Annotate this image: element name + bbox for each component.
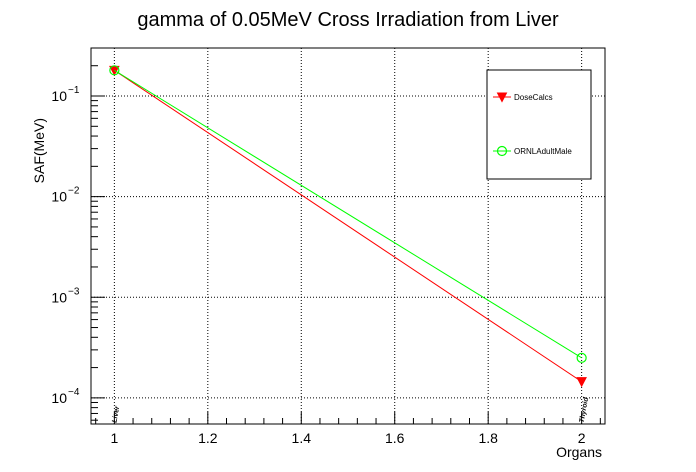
y-tick-label: 10: [51, 88, 67, 104]
plot-frame: [90, 47, 606, 425]
legend-label: ORNLAdultMale: [514, 147, 572, 156]
series-line: [114, 69, 582, 383]
x-tick-label: 1.8: [478, 430, 498, 446]
x-tick-label: 1: [110, 430, 118, 446]
y-tick-exponent: −2: [68, 186, 80, 197]
category-label: Liver: [111, 404, 121, 423]
legend-label: DoseCalcs: [514, 93, 553, 102]
axis-ticks: [91, 65, 601, 424]
series-line: [114, 69, 582, 359]
legend-box: [486, 69, 592, 180]
y-tick-exponent: −4: [68, 387, 80, 398]
category-label: Thyroid: [579, 396, 590, 423]
data-point: [109, 65, 120, 76]
x-tick-label: 2: [578, 430, 586, 446]
y-axis-title: SAF(MeV): [31, 118, 47, 183]
legend-marker: [496, 92, 508, 103]
x-tick-label: 1.6: [385, 430, 405, 446]
y-tick-exponent: −3: [68, 286, 80, 297]
legend: DoseCalcs ORNLAdultMale: [486, 69, 592, 180]
x-axis-title: Organs: [556, 444, 602, 460]
x-tick-label: 1.2: [198, 430, 218, 446]
chart-title: gamma of 0.05MeV Cross Irradiation from …: [137, 9, 559, 31]
y-tick-exponent: −1: [68, 85, 80, 96]
x-tick-label: 1.4: [292, 430, 312, 446]
data-point: [576, 352, 587, 363]
y-tick-label: 10: [51, 189, 67, 205]
y-tick-label: 10: [51, 289, 67, 305]
y-tick-label: 10: [51, 390, 67, 406]
data-point: [576, 377, 587, 388]
legend-marker: [496, 145, 508, 157]
series-layer: [109, 65, 587, 388]
